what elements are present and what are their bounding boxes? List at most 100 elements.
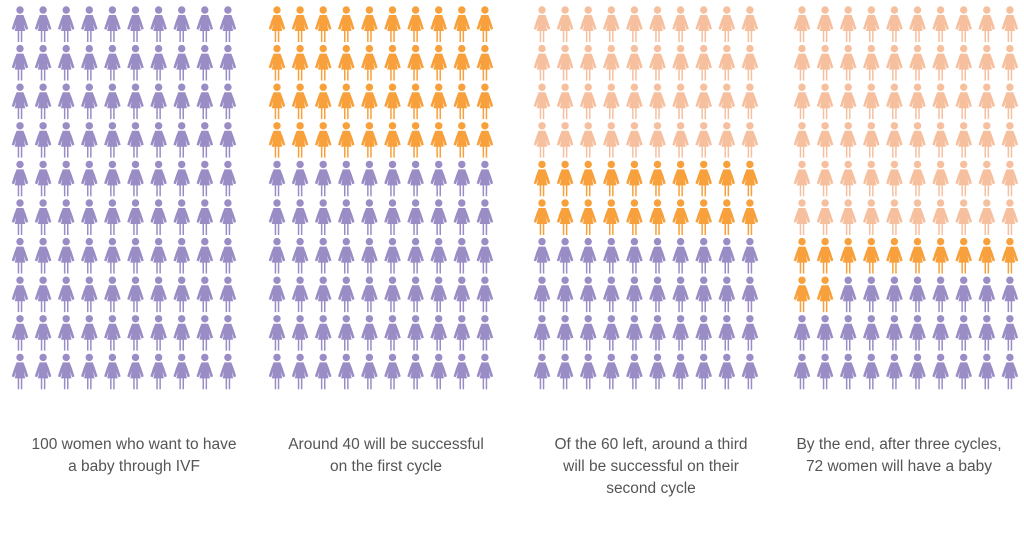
woman-icon bbox=[932, 276, 949, 313]
woman-icon bbox=[886, 353, 903, 390]
woman-icon bbox=[384, 199, 401, 235]
woman-icon bbox=[793, 44, 811, 81]
woman-icon bbox=[816, 237, 834, 274]
woman-icon bbox=[127, 6, 144, 42]
woman-icon bbox=[384, 160, 401, 197]
woman-icon bbox=[793, 6, 811, 42]
woman-icon bbox=[649, 353, 666, 390]
woman-icon bbox=[909, 83, 926, 120]
woman-icon bbox=[932, 122, 949, 158]
woman-icon bbox=[649, 276, 666, 313]
woman-icon bbox=[863, 353, 880, 390]
woman-icon bbox=[407, 83, 424, 120]
woman-icon bbox=[863, 6, 880, 42]
woman-icon bbox=[453, 353, 471, 390]
woman-icon bbox=[672, 237, 689, 274]
woman-icon bbox=[407, 160, 424, 197]
woman-icon bbox=[57, 6, 75, 42]
woman-icon bbox=[430, 44, 447, 81]
woman-icon bbox=[338, 122, 355, 158]
woman-icon bbox=[104, 83, 121, 120]
woman-icon bbox=[579, 237, 597, 274]
woman-icon bbox=[672, 199, 689, 235]
woman-icon bbox=[1001, 160, 1019, 197]
woman-icon bbox=[104, 160, 121, 197]
woman-icon bbox=[672, 83, 689, 120]
woman-icon bbox=[173, 160, 190, 197]
woman-icon bbox=[11, 276, 29, 313]
woman-icon bbox=[816, 122, 834, 158]
woman-icon bbox=[453, 276, 471, 313]
woman-icon bbox=[695, 199, 712, 235]
woman-icon bbox=[649, 199, 666, 235]
woman-icon bbox=[34, 83, 52, 120]
woman-icon bbox=[57, 315, 75, 351]
woman-icon bbox=[291, 353, 309, 390]
woman-icon bbox=[672, 160, 689, 197]
woman-icon bbox=[626, 160, 643, 197]
woman-icon bbox=[314, 276, 332, 313]
woman-icon bbox=[196, 160, 214, 197]
woman-icon bbox=[626, 83, 643, 120]
woman-icon bbox=[955, 83, 972, 120]
woman-icon bbox=[886, 160, 903, 197]
woman-icon bbox=[909, 199, 926, 235]
woman-icon bbox=[718, 122, 736, 158]
woman-icon bbox=[104, 353, 121, 390]
woman-icon bbox=[741, 122, 759, 158]
woman-icon bbox=[11, 122, 29, 158]
woman-icon bbox=[314, 199, 332, 235]
woman-icon bbox=[361, 315, 378, 351]
woman-icon bbox=[453, 44, 471, 81]
woman-icon bbox=[793, 122, 811, 158]
woman-icon bbox=[718, 276, 736, 313]
woman-icon bbox=[219, 122, 237, 158]
woman-icon bbox=[556, 6, 574, 42]
woman-icon bbox=[741, 160, 759, 197]
woman-icon bbox=[533, 122, 551, 158]
woman-icon bbox=[11, 353, 29, 390]
woman-icon bbox=[430, 199, 447, 235]
woman-icon bbox=[695, 315, 712, 351]
woman-icon bbox=[57, 160, 75, 197]
woman-icon bbox=[955, 237, 972, 274]
woman-icon bbox=[407, 199, 424, 235]
woman-icon bbox=[384, 353, 401, 390]
woman-icon bbox=[556, 353, 574, 390]
woman-icon bbox=[886, 6, 903, 42]
woman-icon bbox=[1001, 315, 1019, 351]
woman-icon bbox=[863, 199, 880, 235]
woman-icon bbox=[127, 83, 144, 120]
woman-icon bbox=[579, 160, 597, 197]
woman-icon bbox=[104, 122, 121, 158]
woman-icon bbox=[978, 122, 996, 158]
woman-icon bbox=[649, 237, 666, 274]
woman-icon bbox=[932, 237, 949, 274]
woman-icon bbox=[793, 237, 811, 274]
woman-icon bbox=[11, 83, 29, 120]
woman-icon bbox=[219, 44, 237, 81]
woman-icon bbox=[533, 6, 551, 42]
woman-icon bbox=[384, 276, 401, 313]
woman-icon bbox=[579, 122, 597, 158]
woman-icon bbox=[978, 199, 996, 235]
woman-icon bbox=[430, 83, 447, 120]
woman-icon bbox=[150, 199, 167, 235]
woman-icon bbox=[533, 276, 551, 313]
woman-icon bbox=[407, 315, 424, 351]
woman-icon bbox=[909, 315, 926, 351]
woman-icon bbox=[672, 353, 689, 390]
woman-icon bbox=[150, 44, 167, 81]
woman-icon bbox=[839, 6, 857, 42]
woman-icon bbox=[603, 122, 620, 158]
woman-icon bbox=[649, 315, 666, 351]
woman-icon bbox=[556, 44, 574, 81]
woman-icon bbox=[932, 160, 949, 197]
woman-icon bbox=[314, 6, 332, 42]
woman-icon bbox=[955, 353, 972, 390]
woman-icon bbox=[430, 237, 447, 274]
woman-icon bbox=[978, 160, 996, 197]
woman-icon bbox=[219, 6, 237, 42]
pictogram-panel-4 bbox=[793, 6, 1019, 390]
woman-icon bbox=[268, 122, 286, 158]
